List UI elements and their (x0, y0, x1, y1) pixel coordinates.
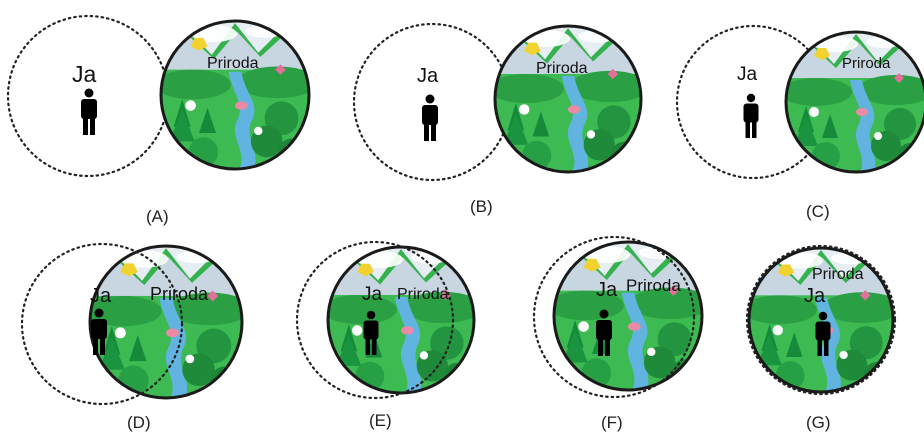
person-icon (815, 311, 831, 356)
caption-e: (E) (369, 411, 392, 430)
caption-g: (G) (806, 413, 831, 432)
panel-e: Ja Priroda (E) (295, 240, 476, 430)
self-circle (532, 235, 696, 399)
panel-c: Ja Priroda (C) (675, 24, 924, 221)
person-icon (81, 88, 97, 135)
nature-scene-icon (161, 21, 309, 169)
nature-label: Priroda (536, 60, 588, 77)
nature-circle (747, 246, 895, 394)
nature-scene-icon (786, 32, 924, 172)
nature-scene-icon (328, 247, 474, 393)
caption-a: (A) (146, 207, 169, 226)
nature-label: Priroda (397, 286, 449, 303)
self-label: Ja (737, 64, 758, 85)
self-label: Ja (362, 284, 383, 305)
caption-d: (D) (127, 413, 151, 432)
panel-g: Priroda Ja (G) (745, 244, 897, 432)
nature-label: Priroda (842, 55, 891, 72)
panel-d: Ja Priroda (D) (20, 242, 244, 432)
person-icon (596, 309, 612, 356)
caption-b: (B) (470, 197, 493, 216)
panel-f: Ja Priroda (F) (532, 235, 704, 432)
nature-label: Priroda (812, 266, 864, 283)
person-icon (422, 94, 438, 141)
nature-circle (88, 244, 244, 400)
nature-circle (784, 30, 924, 174)
nature-scene-icon (554, 242, 702, 390)
nature-circle (493, 24, 643, 174)
caption-f: (F) (601, 413, 623, 432)
nature-circle (159, 19, 311, 171)
self-label: Ja (90, 285, 112, 307)
self-label: Ja (596, 279, 618, 301)
self-label: Ja (804, 285, 826, 307)
person-icon (91, 308, 107, 355)
nature-label: Priroda (150, 284, 209, 304)
nature-circle (552, 240, 704, 392)
self-label: Ja (417, 65, 439, 87)
nature-label: Priroda (207, 55, 259, 72)
nature-label: Priroda (626, 276, 681, 295)
self-label: Ja (72, 61, 97, 87)
caption-c: (C) (806, 202, 830, 221)
nature-scene-icon (90, 246, 242, 398)
self-circle (745, 244, 897, 396)
person-icon (743, 93, 759, 138)
panel-a: Ja Priroda (A) (6, 14, 311, 226)
self-circle (20, 242, 184, 406)
person-icon (363, 310, 379, 355)
nature-scene-icon (495, 26, 641, 172)
self-circle (295, 240, 455, 400)
panel-b: Ja Priroda (B) (352, 22, 643, 216)
